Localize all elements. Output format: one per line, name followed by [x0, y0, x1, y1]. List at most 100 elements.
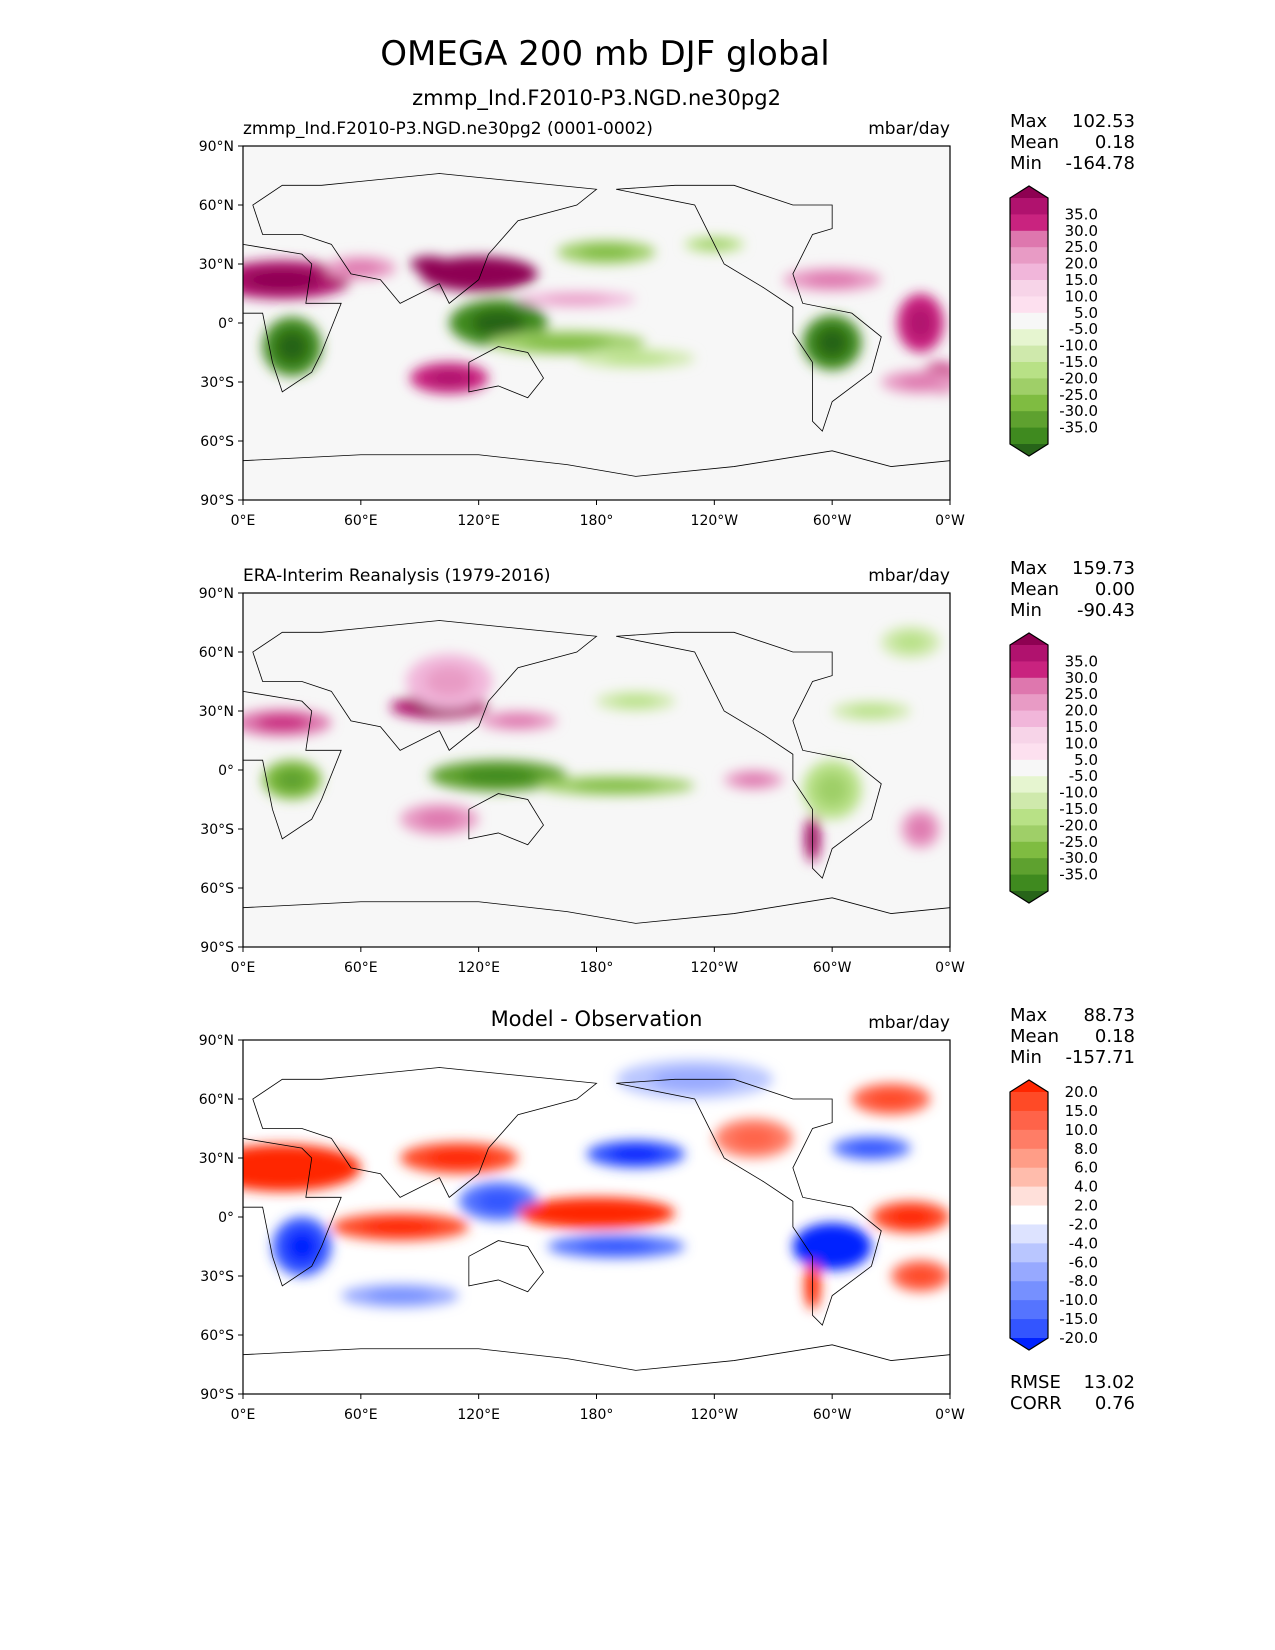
colorbar-tick-label: -8.0	[1069, 1272, 1098, 1290]
colorbar-segment	[1010, 1300, 1048, 1320]
colorbar-outline	[1009, 632, 1049, 904]
colorbar-segment	[1010, 1129, 1048, 1150]
colorbar-segment	[1010, 710, 1048, 728]
colorbar-extend-min	[1010, 891, 1048, 903]
colorbar-tick-label: -5.0	[1069, 767, 1098, 785]
stat-row: Min -157.71	[1010, 1047, 1135, 1068]
contour-core	[523, 336, 611, 350]
map-panel: 0°E 60°E 120°E 180° 120°W 60°W 0°W 90°N 60°N 30°N…	[199, 1033, 965, 1423]
colorbar-tick-label: -10.0	[1059, 784, 1098, 802]
colorbar-segment	[1010, 263, 1048, 281]
metric-value: 13.02	[1083, 1372, 1135, 1393]
colorbar-segment	[1010, 1186, 1048, 1207]
panel-left-title: ERA-Interim Reanalysis (1979-2016)	[243, 566, 551, 586]
stat-label: Max	[1010, 111, 1048, 132]
colorbar-tick-label: -25.0	[1059, 833, 1098, 851]
contour-core	[909, 818, 932, 840]
stat-row: Max 159.73	[1010, 558, 1135, 579]
colorbar-tick-label: -25.0	[1059, 386, 1098, 404]
panel-left-title: zmmp_Ind.F2010-P3.NGD.ne30pg2 (0001-0002…	[243, 119, 653, 139]
colorbar-segment	[1010, 214, 1048, 232]
x-tick-label: 120°W	[691, 513, 739, 529]
stat-value: 159.73	[1072, 558, 1135, 579]
colorbar-segment	[1010, 1167, 1048, 1188]
colorbar-extend-min	[1010, 1338, 1048, 1350]
colorbar-tick-label: 5.0	[1074, 751, 1098, 769]
stats-box: Max 159.73 Mean 0.00 Min -90.43	[1010, 558, 1135, 621]
colorbar-outline	[1009, 185, 1049, 457]
contour-core	[362, 1219, 438, 1235]
colorbar-segment	[1010, 727, 1048, 744]
colorbar-tick-label: 15.0	[1065, 271, 1098, 289]
x-tick-label: 120°W	[691, 1407, 739, 1423]
colorbar-tick-label: 30.0	[1065, 669, 1098, 687]
panel-units: mbar/day	[868, 119, 950, 139]
colorbar-tick-label: 5.0	[1074, 304, 1098, 322]
y-tick-label: 0°	[218, 316, 234, 332]
metric-row: RMSE 13.02	[1010, 1372, 1135, 1393]
contour-core	[446, 264, 512, 284]
x-tick-label: 120°W	[691, 960, 739, 976]
y-tick-label: 90°S	[200, 1387, 234, 1403]
x-tick-label: 120°E	[457, 513, 500, 529]
metric-label: CORR	[1010, 1393, 1062, 1414]
colorbar-segment	[1010, 345, 1048, 363]
y-tick-label: 30°N	[199, 704, 234, 720]
stat-value: 0.18	[1094, 132, 1135, 153]
stat-row: Max 102.53	[1010, 111, 1135, 132]
colorbar-extend-max	[1010, 633, 1048, 645]
colorbar-segment	[1010, 230, 1048, 248]
colorbar: 35.030.025.020.015.010.05.0-5.0-10.0-15.…	[1009, 185, 1098, 457]
y-tick-label: 60°S	[200, 881, 234, 897]
x-tick-label: 180°	[580, 1407, 614, 1423]
colorbar-segment	[1010, 874, 1048, 892]
colorbar-tick-label: -10.0	[1059, 337, 1098, 355]
colorbar-segment	[1010, 296, 1048, 314]
colorbar-segment	[1010, 759, 1048, 777]
colorbar-segment	[1010, 411, 1048, 429]
contour-core	[476, 1190, 520, 1213]
colorbar-segment	[1010, 645, 1048, 662]
colorbar-tick-label: -35.0	[1059, 866, 1098, 884]
panel-units: mbar/day	[868, 566, 950, 586]
colorbar-tick-label: -35.0	[1059, 419, 1098, 437]
colorbar-segment	[1010, 1281, 1048, 1301]
contour-core	[849, 1141, 894, 1155]
contour-core	[425, 666, 473, 697]
coastline	[242, 1344, 951, 1371]
colorbar-segment	[1010, 1148, 1048, 1169]
stat-value: 88.73	[1083, 1005, 1135, 1026]
colorbar-segment	[1010, 1262, 1048, 1282]
colorbar-tick-label: 20.0	[1065, 1083, 1098, 1101]
contour-core	[737, 774, 770, 786]
coastline	[616, 184, 882, 432]
stat-row: Mean 0.18	[1010, 1026, 1135, 1047]
coastline	[252, 1067, 598, 1198]
colorbar-tick-label: -20.0	[1059, 1329, 1098, 1347]
y-tick-label: 60°N	[199, 645, 234, 661]
contour-core	[815, 773, 849, 806]
coastline	[468, 1240, 544, 1293]
colorbar-tick-label: -20.0	[1059, 369, 1098, 387]
colorbar-tick-label: 15.0	[1065, 718, 1098, 736]
coastline	[252, 620, 598, 751]
colorbar-tick-label: 25.0	[1065, 685, 1098, 703]
contour-core	[341, 261, 381, 275]
colorbar-segment	[1010, 427, 1048, 445]
colorbar-segment	[1010, 743, 1048, 761]
contour-core	[732, 1127, 776, 1150]
contour-core	[904, 1267, 937, 1285]
stat-row: Max 88.73	[1010, 1005, 1135, 1026]
contour-core	[427, 369, 471, 387]
contour-core	[285, 1230, 319, 1263]
contour-core	[805, 273, 860, 287]
y-tick-label: 0°	[218, 763, 234, 779]
colorbar-tick-label: -30.0	[1059, 849, 1098, 867]
y-tick-label: 90°S	[200, 493, 234, 509]
x-tick-label: 60°E	[344, 513, 378, 529]
y-tick-label: 90°N	[199, 586, 234, 602]
y-tick-label: 30°N	[199, 257, 234, 273]
colorbar-tick-label: 10.0	[1065, 1121, 1098, 1139]
contour-core	[898, 375, 943, 389]
